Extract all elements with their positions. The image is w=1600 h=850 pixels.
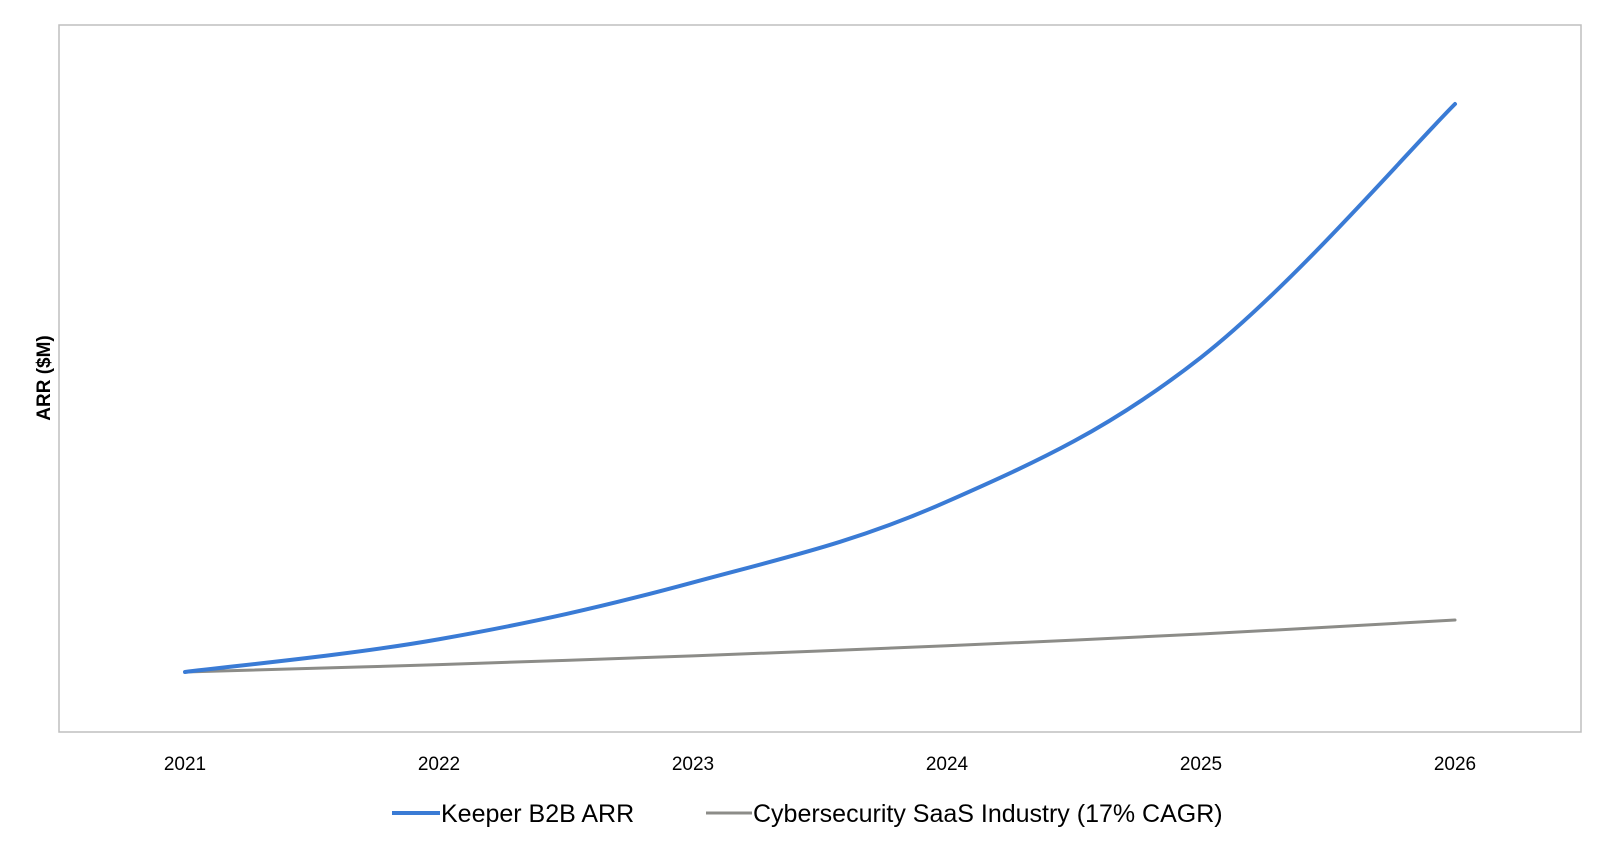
x-tick-label: 2021 bbox=[164, 754, 206, 775]
x-tick-label: 2023 bbox=[672, 754, 714, 775]
series-layer bbox=[183, 102, 1457, 674]
series-line-cybersecurity-saas-industry bbox=[183, 618, 1457, 674]
legend-label-keeper-b2b-arr: Keeper B2B ARR bbox=[441, 800, 634, 828]
x-tick-label: 2022 bbox=[418, 754, 460, 775]
series-line-keeper-b2b-arr bbox=[183, 102, 1457, 674]
x-axis-tick-labels: 2021 2022 2023 2024 2025 2026 bbox=[164, 754, 1476, 775]
legend: Keeper B2B ARR Cybersecurity SaaS Industr… bbox=[392, 800, 1223, 828]
plot-area-frame bbox=[58, 24, 1582, 733]
y-axis-title: ARR ($M) bbox=[34, 335, 55, 421]
x-tick-label: 2026 bbox=[1434, 754, 1476, 775]
legend-label-cybersecurity-saas-industry: Cybersecurity SaaS Industry (17% CAGR) bbox=[753, 800, 1223, 828]
x-tick-label: 2025 bbox=[1180, 754, 1222, 775]
x-tick-label: 2024 bbox=[926, 754, 969, 775]
